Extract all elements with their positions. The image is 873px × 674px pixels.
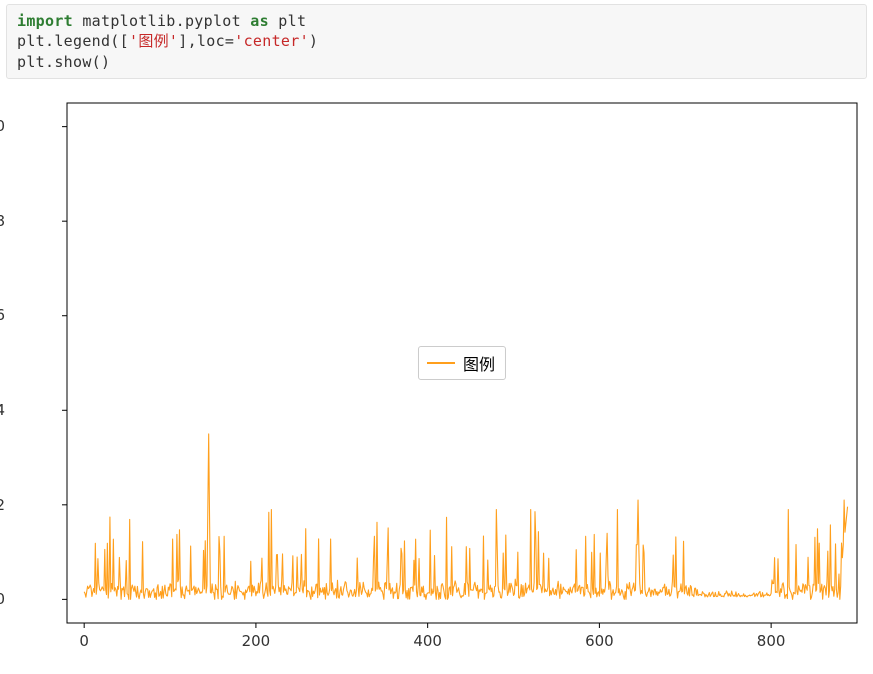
line-chart: 0.00.20.40.60.81.0 0200400600800 图例: [5, 85, 868, 665]
x-tick-label: 600: [585, 632, 614, 650]
y-tick-label: 0.6: [0, 306, 5, 324]
y-tick-label: 0.0: [0, 590, 5, 608]
x-tick-label: 0: [79, 632, 89, 650]
y-tick-label: 0.4: [0, 401, 5, 419]
x-tick-label: 800: [757, 632, 786, 650]
legend-label: 图例: [463, 351, 495, 375]
code-cell: import matplotlib.pyplot as plt plt.lege…: [6, 4, 867, 79]
x-tick-label: 400: [413, 632, 442, 650]
y-tick-label: 0.2: [0, 496, 5, 514]
x-tick-label: 200: [242, 632, 271, 650]
y-tick-label: 0.8: [0, 212, 5, 230]
y-tick-label: 1.0: [0, 117, 5, 135]
legend-line: [427, 362, 455, 364]
legend: 图例: [418, 346, 506, 380]
